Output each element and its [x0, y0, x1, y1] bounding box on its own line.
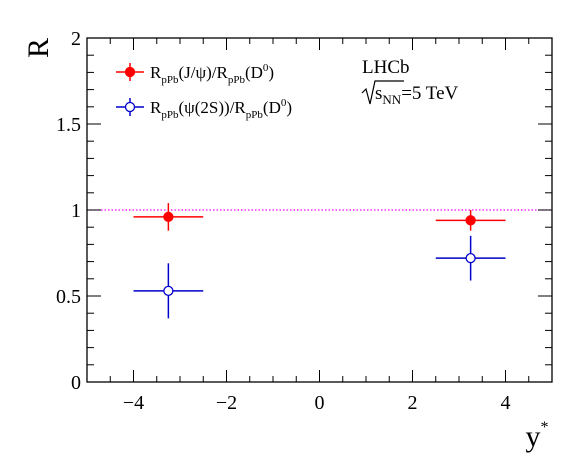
- legend-marker: [124, 66, 136, 78]
- energy-s: s: [375, 83, 382, 104]
- y-tick-label: 1.5: [56, 114, 81, 136]
- x-axis-title: y*: [526, 419, 549, 453]
- y-tick-label: 1: [71, 200, 81, 222]
- x-axis-title-main: y: [526, 420, 541, 453]
- legend-marker: [124, 101, 136, 113]
- y-tick-label: 0: [71, 372, 81, 394]
- data-point: [163, 285, 174, 296]
- x-tick-label: −2: [216, 392, 237, 414]
- x-axis-title-superscript: *: [541, 419, 549, 436]
- x-tick-label: 0: [315, 392, 325, 414]
- data-point: [163, 211, 174, 223]
- y-tick-label: 0.5: [56, 286, 81, 308]
- energy-subscript: NN: [382, 92, 401, 107]
- y-tick-label: 2: [71, 28, 81, 50]
- series-2: [133, 235, 506, 319]
- energy-value: =5 TeV: [401, 83, 458, 104]
- experiment-label: LHCb: [362, 57, 410, 78]
- svg-text:sNN=5 TeV: sNN=5 TeV: [375, 83, 459, 107]
- y-axis-title: R: [22, 38, 55, 58]
- energy-label: sNN=5 TeV: [361, 80, 459, 107]
- legend-label: RpPb(ψ(2S))/RpPb(D0): [150, 97, 292, 121]
- x-tick-label: 2: [408, 392, 418, 414]
- legend-label: RpPb(J/ψ)/RpPb(D0): [150, 62, 274, 86]
- data-point: [465, 215, 476, 226]
- data-point: [465, 253, 476, 264]
- x-tick-label: 4: [501, 392, 511, 414]
- series-1: [133, 203, 506, 231]
- legend-item-1: RpPb(J/ψ)/RpPb(D0): [116, 62, 274, 86]
- sqrt-symbol: [361, 80, 404, 105]
- legend-item-2: RpPb(ψ(2S))/RpPb(D0): [116, 97, 292, 121]
- x-tick-label: −4: [123, 392, 144, 414]
